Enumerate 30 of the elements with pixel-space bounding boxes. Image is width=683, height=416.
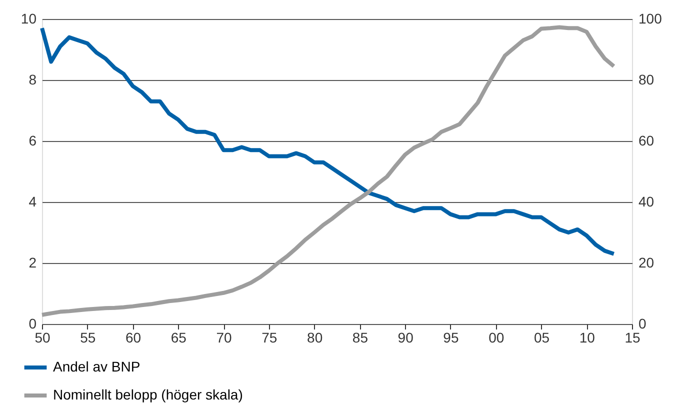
y2-tick-label: 100 [638, 10, 662, 26]
y-tick-label: 0 [28, 316, 37, 332]
line-series [40, 26, 616, 256]
x-tick-label: 60 [125, 330, 142, 346]
x-tick-label: 00 [488, 330, 504, 346]
y2-tick-label: 80 [638, 72, 654, 88]
x-tick-label: 95 [443, 330, 459, 346]
y-tick-label: 4 [28, 194, 37, 210]
x-tick-label: 10 [579, 330, 596, 346]
y-tick-label: 10 [20, 10, 37, 26]
x-tick-label: 50 [34, 330, 50, 346]
x-tick-label: 75 [262, 330, 278, 346]
x-tick-label: 90 [398, 330, 414, 346]
x-tick-label: 85 [352, 330, 368, 346]
x-tick-label: 15 [624, 330, 640, 346]
x-tick-label: 80 [307, 330, 323, 346]
y-tick-label: 2 [28, 254, 37, 270]
y2-tick-label: 40 [638, 194, 654, 210]
y2-tick-label: 0 [638, 316, 646, 332]
y2-tick-label: 60 [638, 132, 654, 148]
legend-label: Andel av BNP [53, 358, 140, 374]
x-tick-label: 55 [80, 330, 96, 346]
x-tick-label: 70 [216, 330, 232, 346]
line-series [40, 25, 616, 317]
y-tick-label: 6 [28, 132, 37, 148]
y-tick-label: 8 [28, 72, 37, 88]
legend-label: Nominellt belopp (höger skala) [53, 386, 243, 402]
x-tick-label: 05 [534, 330, 550, 346]
x-tick-label: 65 [170, 330, 187, 346]
y2-tick-label: 20 [638, 254, 654, 270]
